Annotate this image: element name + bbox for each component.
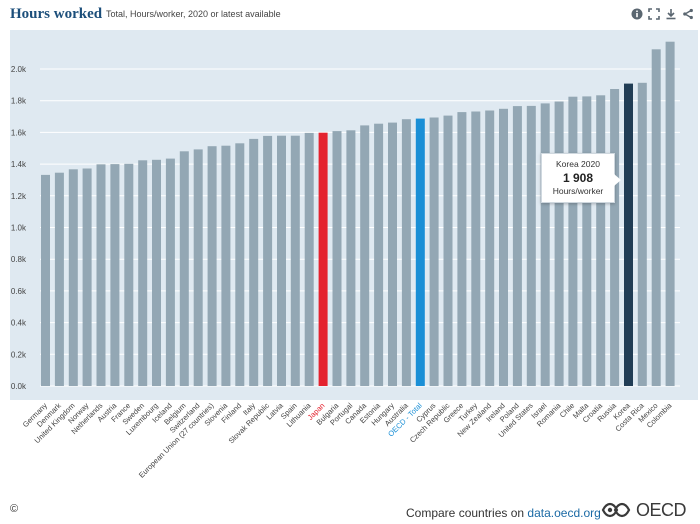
bar-canada[interactable] <box>360 125 370 387</box>
compare-countries-text: Compare countries on data.oecd.org <box>406 506 601 520</box>
bar-bulgaria[interactable] <box>332 131 342 386</box>
bar-sweden[interactable] <box>138 160 148 386</box>
bar-russia[interactable] <box>610 89 620 386</box>
bar-norway[interactable] <box>82 168 92 387</box>
bar-denmark[interactable] <box>54 172 64 386</box>
y-tick-label: 0.8k <box>11 255 27 264</box>
bar-australia[interactable] <box>401 119 411 386</box>
tooltip-unit: Hours/worker <box>552 186 604 196</box>
bar-slovak-republic[interactable] <box>263 135 273 386</box>
bar-greece[interactable] <box>457 112 467 386</box>
y-tick-label: 1.2k <box>11 192 27 201</box>
bar-czech-republic[interactable] <box>443 115 453 386</box>
expand-icon[interactable] <box>648 8 660 20</box>
bar-chart: 0.0k 0.2k 0.4k 0.6k 0.8k 1.0k 1.2k 1.4k 1.6k 1.8k… <box>11 41 680 480</box>
tooltip-value: 1 908 <box>562 171 594 185</box>
bar-portugal[interactable] <box>346 130 356 386</box>
y-tick-label: 2.0k <box>11 65 27 74</box>
bar-germany[interactable] <box>41 174 50 386</box>
tooltip-title: Korea 2020 <box>556 159 600 169</box>
bar-colombia[interactable] <box>665 41 675 386</box>
bar-switzerland[interactable] <box>193 149 203 386</box>
bar-new-zealand[interactable] <box>485 110 495 387</box>
bar-iceland[interactable] <box>165 158 175 386</box>
bar-japan[interactable] <box>318 132 328 386</box>
chart-header: Hours worked Total, Hours/worker, 2020 o… <box>0 0 700 30</box>
oecd-logo[interactable]: OECD <box>601 499 687 521</box>
korea-tooltip: Korea 2020 1 908 Hours/worker <box>541 153 621 203</box>
bar-italy[interactable] <box>249 138 259 386</box>
download-icon[interactable] <box>665 8 677 20</box>
share-icon[interactable] <box>682 8 694 20</box>
bar-estonia[interactable] <box>374 123 384 386</box>
bar-israel[interactable] <box>540 103 550 387</box>
chart-subtitle: Total, Hours/worker, 2020 or latest avai… <box>106 9 281 19</box>
copyright-icon: © <box>10 503 19 515</box>
bar-belgium[interactable] <box>179 151 189 386</box>
y-axis-ticks: 0.0k 0.2k 0.4k 0.6k 0.8k 1.0k 1.2k 1.4k 1.6k 1.8k… <box>11 65 27 391</box>
bar-hungary[interactable] <box>388 122 397 386</box>
bar-lithuania[interactable] <box>304 132 314 386</box>
bar-slovenia[interactable] <box>221 145 231 386</box>
bar-finland[interactable] <box>235 143 245 386</box>
bar-united-states[interactable] <box>526 105 536 387</box>
bar-latvia[interactable] <box>277 135 286 386</box>
bar-oecd-total[interactable] <box>415 118 425 386</box>
bar-luxembourg[interactable] <box>152 159 161 386</box>
compare-prefix: Compare countries on <box>406 506 528 520</box>
y-tick-label: 0.4k <box>11 319 27 328</box>
info-icon[interactable] <box>631 8 643 20</box>
oecd-logo-text: OECD <box>636 499 687 520</box>
bar-chile[interactable] <box>568 96 578 386</box>
bar-ireland[interactable] <box>499 108 508 387</box>
bar-korea[interactable] <box>624 83 633 386</box>
y-tick-label: 1.6k <box>11 128 27 137</box>
y-tick-label: 0.2k <box>11 350 27 359</box>
chart-toolbar <box>631 8 694 20</box>
bar-romania[interactable] <box>554 101 564 387</box>
bar-cyprus[interactable] <box>429 117 439 387</box>
y-tick-label: 0.0k <box>11 382 27 391</box>
chart-title: Hours worked <box>10 6 103 22</box>
bar-poland[interactable] <box>512 106 522 386</box>
bar-european-union-27-countries-[interactable] <box>207 146 217 386</box>
y-tick-label: 1.0k <box>11 224 27 233</box>
data-oecd-link[interactable]: data.oecd.org <box>527 506 601 520</box>
y-tick-label: 1.4k <box>11 160 27 169</box>
bar-turkey[interactable] <box>471 111 481 387</box>
bar-mexico[interactable] <box>651 49 661 387</box>
y-tick-label: 1.8k <box>11 97 27 106</box>
bar-croatia[interactable] <box>596 95 606 387</box>
bar-france[interactable] <box>124 163 134 386</box>
bar-united-kingdom[interactable] <box>68 169 78 386</box>
bar-netherlands[interactable] <box>96 164 106 386</box>
y-tick-label: 0.6k <box>11 287 27 296</box>
bar-austria[interactable] <box>110 164 120 386</box>
bar-malta[interactable] <box>582 96 592 387</box>
tooltip-arrow <box>614 174 621 186</box>
bar-spain[interactable] <box>290 135 300 386</box>
oecd-logo-mark-icon <box>601 502 631 518</box>
bars <box>41 41 675 387</box>
bar-costa-rica[interactable] <box>637 82 647 387</box>
